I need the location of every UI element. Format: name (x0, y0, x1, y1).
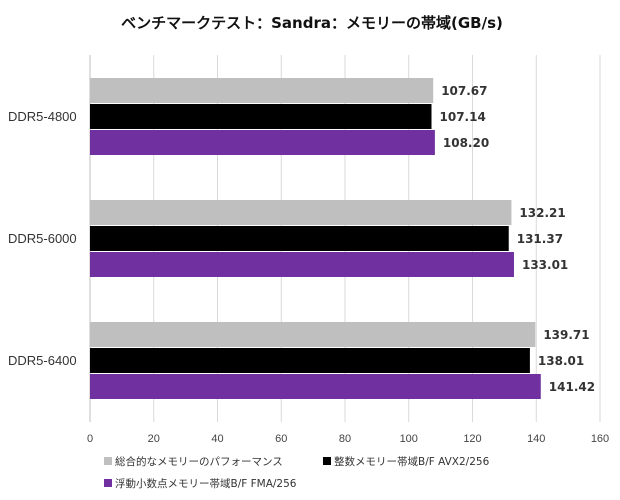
bar-ddr5-6400-series-3 (90, 374, 541, 399)
value-labels: 107.67 107.14 108.20 132.21 131.37 133.01 139.… (440, 84, 596, 394)
bar-ddr5-6400-series-1 (90, 322, 536, 347)
x-tick-label: 20 (148, 433, 160, 445)
legend-swatch (104, 479, 112, 487)
value-label: 141.42 (549, 380, 595, 394)
x-axis-ticks: 0 20 40 60 80 100 120 140 160 (87, 433, 609, 445)
x-tick-label: 40 (211, 433, 223, 445)
x-tick-label: 120 (463, 433, 481, 445)
legend-label: 整数メモリー帯域B/F AVX2/256 (334, 455, 490, 468)
x-tick-label: 80 (339, 433, 351, 445)
x-tick-label: 160 (591, 433, 609, 445)
bar-ddr5-6000-series-1 (90, 200, 512, 225)
value-label: 139.71 (543, 328, 589, 342)
value-label: 132.21 (519, 206, 565, 220)
bar-ddr5-4800-series-1 (90, 78, 434, 103)
x-tick-label: 60 (275, 433, 287, 445)
category-label-ddr5-4800: DDR5-4800 (8, 109, 77, 124)
bar-ddr5-6000-series-3 (90, 252, 514, 277)
value-label: 131.37 (517, 232, 563, 246)
x-tick-label: 100 (400, 433, 418, 445)
value-label: 138.01 (538, 354, 584, 368)
bar-ddr5-6400-series-2 (90, 348, 530, 373)
category-label-ddr5-6000: DDR5-6000 (8, 231, 77, 246)
value-label: 108.20 (443, 136, 489, 150)
value-label: 133.01 (522, 258, 568, 272)
x-tick-label: 140 (527, 433, 545, 445)
bar-ddr5-4800-series-3 (90, 130, 435, 155)
bars (90, 78, 541, 399)
legend-label: 浮動小数点メモリー帯域B/F FMA/256 (115, 477, 297, 490)
legend-swatch (323, 457, 331, 465)
category-label-ddr5-6400: DDR5-6400 (8, 353, 77, 368)
chart-title: ベンチマークテスト：Sandra：メモリーの帯域(GB/s) (121, 14, 503, 32)
value-label: 107.67 (441, 84, 487, 98)
legend-swatch (104, 457, 112, 465)
legend: 総合的なメモリーのパフォーマンス 整数メモリー帯域B/F AVX2/256 浮動小数… (104, 455, 490, 490)
category-labels: DDR5-4800 DDR5-6000 DDR5-6400 (8, 109, 77, 368)
value-label: 107.14 (440, 110, 486, 124)
x-tick-label: 0 (87, 433, 93, 445)
legend-label: 総合的なメモリーのパフォーマンス (115, 455, 283, 468)
bar-ddr5-4800-series-2 (90, 104, 432, 129)
bar-ddr5-6000-series-2 (90, 226, 509, 251)
